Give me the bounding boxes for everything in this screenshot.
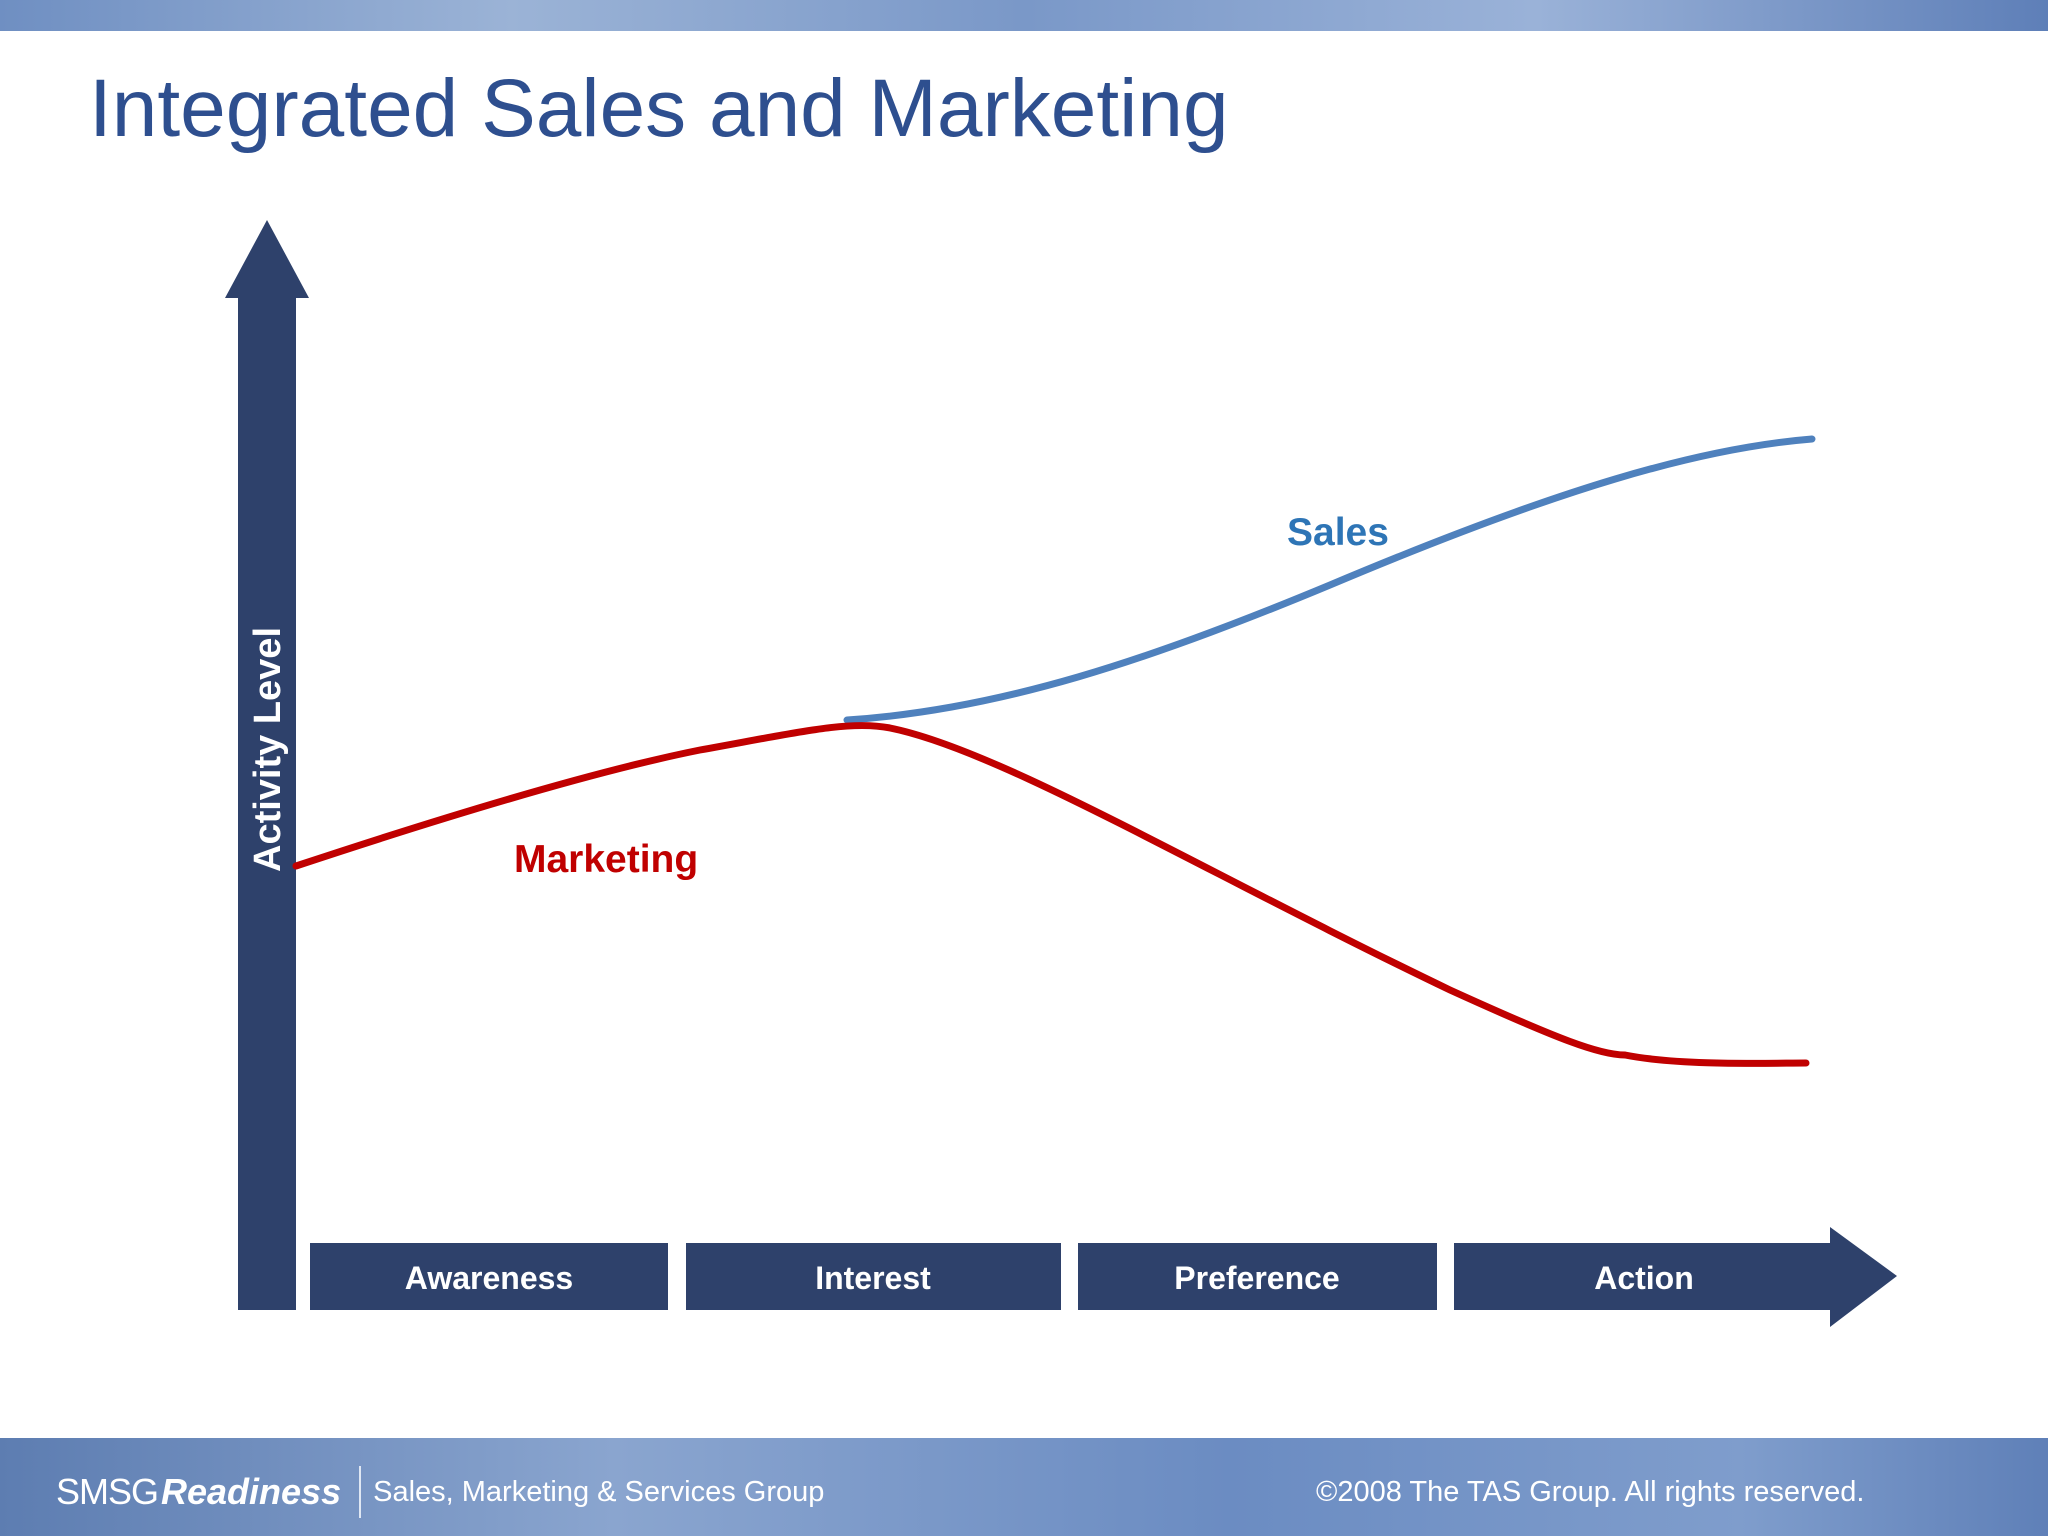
- slide-title: Integrated Sales and Marketing: [89, 63, 1229, 154]
- activity-level-label: Activity Level: [247, 627, 289, 872]
- stage-preference: Preference: [1078, 1243, 1437, 1310]
- stage-interest: Interest: [686, 1243, 1061, 1310]
- sales-curve: [843, 435, 1816, 724]
- marketing-label: Marketing: [514, 838, 698, 881]
- activity-level-arrow: [225, 220, 309, 1310]
- stage-label-awareness: Awareness: [405, 1260, 573, 1296]
- copyright-notice: ©2008 The TAS Group. All rights reserved…: [1316, 1476, 1865, 1508]
- stage-label-action: Action: [1594, 1260, 1694, 1296]
- sales-label: Sales: [1287, 511, 1389, 554]
- footer-bar: SMSG Readiness Sales, Marketing & Servic…: [0, 1438, 2048, 1536]
- brand-divider: [359, 1466, 362, 1518]
- brand-group-name: Sales, Marketing & Services Group: [373, 1475, 825, 1508]
- brand-logo: SMSG Readiness Sales, Marketing & Servic…: [56, 1466, 824, 1518]
- stage-action: Action: [1454, 1227, 1897, 1327]
- marketing-curve: [292, 721, 1810, 1067]
- stage-label-interest: Interest: [815, 1260, 931, 1296]
- stage-label-preference: Preference: [1174, 1260, 1339, 1296]
- stage-awareness: Awareness: [310, 1243, 668, 1310]
- brand-readiness: Readiness: [161, 1471, 342, 1512]
- top-banner: [0, 0, 2048, 31]
- brand-smsg: SMSG: [56, 1471, 159, 1512]
